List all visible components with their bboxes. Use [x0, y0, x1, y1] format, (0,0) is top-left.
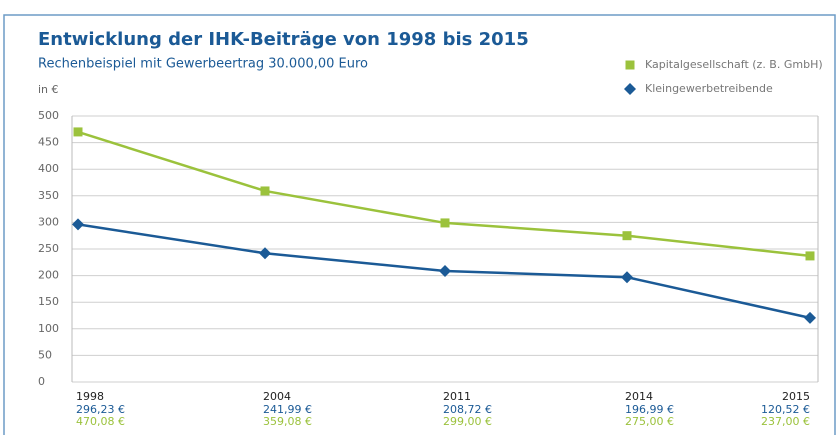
- value-label: 237,00 €: [761, 415, 810, 428]
- y-tick-label: 200: [38, 269, 59, 282]
- marker: [73, 127, 83, 137]
- x-tick-label: 1998: [76, 390, 104, 403]
- value-label: 208,72 €: [443, 403, 492, 416]
- marker: [625, 60, 635, 70]
- marker: [621, 271, 633, 284]
- y-tick-label: 0: [38, 375, 45, 388]
- frame: [3, 14, 836, 435]
- y-tick-label: 150: [38, 295, 59, 308]
- value-label: 241,99 €: [263, 403, 312, 416]
- value-label: 275,00 €: [625, 415, 674, 428]
- value-label: 470,08 €: [76, 415, 125, 428]
- x-tick-label: 2004: [263, 390, 291, 403]
- marker: [439, 264, 451, 277]
- y-tick-label: 250: [38, 242, 59, 255]
- value-label: 120,52 €: [761, 403, 810, 416]
- value-label: 299,00 €: [443, 415, 492, 428]
- y-axis-label: in €: [38, 83, 59, 96]
- chart-subtitle: Rechenbeispiel mit Gewerbeertrag 30.000,…: [38, 57, 368, 72]
- value-label: 359,08 €: [263, 415, 312, 428]
- marker: [260, 186, 270, 196]
- value-label: 196,99 €: [625, 403, 674, 416]
- y-tick-label: 450: [38, 136, 59, 149]
- y-tick-label: 300: [38, 215, 59, 228]
- chart-title: Entwicklung der IHK-Beiträge von 1998 bi…: [38, 29, 529, 50]
- x-tick-label: 2014: [625, 390, 653, 403]
- marker: [804, 311, 816, 324]
- y-tick-label: 400: [38, 162, 59, 175]
- y-tick-label: 50: [38, 348, 52, 361]
- legend-label: Kapitalgesellschaft (z. B. GmbH): [645, 58, 823, 71]
- y-tick-label: 500: [38, 109, 59, 122]
- value-label: 296,23 €: [76, 403, 125, 416]
- marker: [622, 231, 632, 241]
- y-tick-label: 350: [38, 189, 59, 202]
- x-tick-label: 2015: [782, 390, 810, 403]
- y-tick-label: 100: [38, 322, 59, 335]
- x-tick-label: 2011: [443, 390, 471, 403]
- series-line: [77, 130, 811, 258]
- marker: [259, 247, 271, 260]
- marker: [440, 218, 450, 228]
- marker: [624, 83, 636, 95]
- marker: [805, 251, 815, 261]
- legend-label: Kleingewerbetreibende: [645, 82, 773, 95]
- marker: [72, 218, 84, 231]
